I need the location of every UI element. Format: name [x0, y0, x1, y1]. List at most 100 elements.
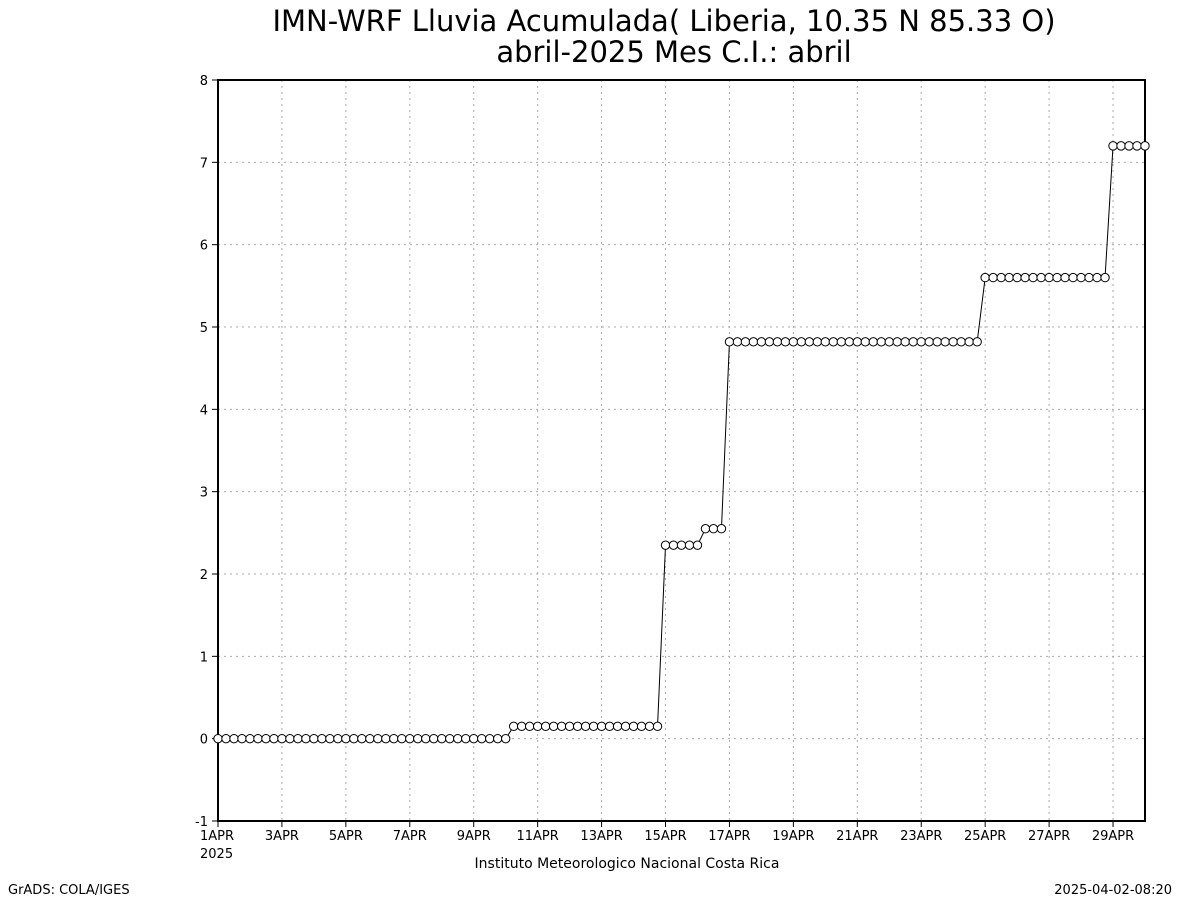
data-point-94 — [964, 337, 974, 347]
data-point-40 — [532, 721, 543, 732]
data-point-15 — [333, 733, 343, 744]
data-point-17 — [349, 733, 359, 744]
data-point-63 — [716, 524, 727, 534]
data-point-48 — [596, 721, 607, 732]
data-point-33 — [477, 733, 487, 744]
data-point-78 — [836, 337, 847, 347]
data-point-28 — [437, 733, 447, 744]
x-tick-label-2: 5APR — [329, 829, 363, 844]
data-point-4 — [245, 733, 255, 744]
x-tick-label-8: 17APR — [708, 829, 750, 844]
x-tick-label-14: 29APR — [1092, 829, 1134, 844]
data-point-42 — [548, 721, 559, 732]
data-point-96 — [980, 272, 990, 283]
data-point-110 — [1092, 272, 1102, 283]
data-point-90 — [932, 337, 942, 347]
data-point-47 — [588, 721, 599, 732]
data-point-56 — [660, 540, 671, 550]
data-point-41 — [540, 721, 551, 732]
data-point-76 — [820, 337, 831, 347]
data-point-79 — [844, 337, 855, 347]
y-tick-label-0: -1 — [195, 815, 208, 830]
y-tick-label-2: 1 — [200, 650, 208, 665]
data-point-38 — [516, 721, 527, 732]
data-point-106 — [1060, 272, 1070, 283]
data-point-23 — [397, 733, 407, 744]
x-tick-label-11: 23APR — [900, 829, 942, 844]
data-point-22 — [389, 733, 399, 744]
data-point-116 — [1140, 141, 1150, 151]
data-point-60 — [692, 540, 703, 550]
data-point-64 — [724, 337, 735, 347]
x-tick-label-9: 19APR — [772, 829, 814, 844]
data-point-59 — [684, 540, 695, 550]
y-tick-label-3: 2 — [200, 568, 208, 583]
y-tick-label-8: 7 — [200, 156, 208, 171]
data-point-72 — [788, 337, 799, 347]
data-point-10 — [293, 733, 303, 744]
data-point-100 — [1012, 272, 1022, 283]
data-point-99 — [1004, 272, 1014, 283]
data-point-49 — [604, 721, 615, 732]
data-point-46 — [580, 721, 591, 732]
data-point-65 — [732, 337, 743, 347]
x-tick-label-4: 9APR — [457, 829, 491, 844]
data-point-69 — [764, 337, 775, 347]
data-point-95 — [972, 337, 982, 347]
y-tick-label-5: 4 — [200, 403, 208, 418]
x-tick-label-3: 7APR — [393, 829, 427, 844]
data-point-114 — [1124, 141, 1134, 151]
data-point-50 — [612, 721, 623, 732]
data-point-45 — [572, 721, 583, 732]
data-point-36 — [500, 733, 511, 744]
x-tick-label-13: 27APR — [1028, 829, 1070, 844]
x-tick-label-7: 15APR — [644, 829, 686, 844]
x-tick-label-12: 25APR — [964, 829, 1006, 844]
data-point-54 — [644, 721, 655, 732]
data-point-55 — [652, 721, 663, 732]
software-credit: GrADS: COLA/IGES — [8, 883, 130, 898]
data-point-111 — [1100, 272, 1110, 283]
data-point-19 — [365, 733, 375, 744]
x-tick-label-10: 21APR — [836, 829, 878, 844]
data-point-14 — [325, 733, 335, 744]
data-point-12 — [309, 733, 319, 744]
data-point-34 — [485, 733, 495, 744]
data-point-86 — [900, 337, 910, 347]
data-point-20 — [373, 733, 383, 744]
data-point-13 — [317, 733, 327, 744]
y-tick-label-4: 3 — [200, 486, 208, 501]
data-point-53 — [636, 721, 647, 732]
data-point-75 — [812, 337, 823, 347]
data-point-30 — [453, 733, 463, 744]
data-point-98 — [996, 272, 1006, 283]
x-tick-label-5: 11APR — [516, 829, 558, 844]
data-point-0 — [213, 733, 223, 744]
data-point-82 — [868, 337, 878, 347]
data-point-32 — [469, 733, 479, 744]
data-point-52 — [628, 721, 639, 732]
y-tick-label-6: 5 — [200, 321, 208, 336]
data-point-43 — [556, 721, 567, 732]
chart-subtitle: abril-2025 Mes C.I.: abril — [496, 35, 851, 69]
x-tick-label-0: 1APR — [200, 829, 234, 844]
y-tick-label-7: 6 — [200, 239, 208, 254]
data-point-27 — [429, 733, 439, 744]
data-point-7 — [269, 733, 279, 744]
data-point-6 — [261, 733, 271, 744]
data-point-8 — [277, 733, 287, 744]
data-point-57 — [668, 540, 679, 550]
data-point-67 — [748, 337, 759, 347]
grid-lines — [218, 80, 1145, 821]
data-point-16 — [341, 733, 351, 744]
x-year-label: 2025 — [200, 847, 233, 862]
institution-label: Instituto Meteorologico Nacional Costa R… — [475, 856, 780, 872]
data-point-73 — [796, 337, 807, 347]
data-point-66 — [740, 337, 751, 347]
timestamp-label: 2025-04-02-08:20 — [1054, 883, 1172, 898]
data-point-74 — [804, 337, 815, 347]
data-point-70 — [772, 337, 783, 347]
data-point-109 — [1084, 272, 1094, 283]
data-point-18 — [357, 733, 367, 744]
